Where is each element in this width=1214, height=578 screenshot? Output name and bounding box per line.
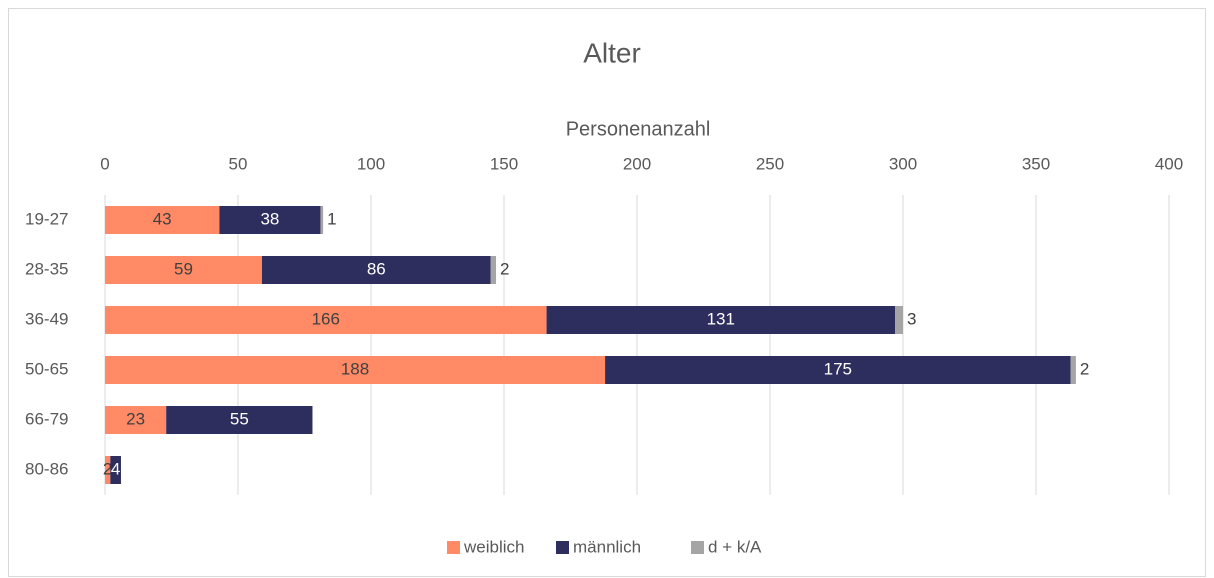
legend-label: weiblich <box>463 537 524 556</box>
bar <box>166 406 313 434</box>
x-tick-label: 0 <box>100 154 109 173</box>
y-tick-label: 80-86 <box>25 459 68 478</box>
bar <box>320 206 324 234</box>
bar <box>110 456 121 484</box>
bar <box>105 256 262 284</box>
data-label: 131 <box>707 309 735 328</box>
bar <box>105 406 167 434</box>
x-axis-title: Personenanzahl <box>566 118 711 140</box>
bar <box>105 306 547 334</box>
x-tick-label: 250 <box>756 154 784 173</box>
x-tick-label: 350 <box>1022 154 1050 173</box>
legend-label: d + k/A <box>708 537 762 556</box>
data-label: 86 <box>367 259 386 278</box>
x-tick-label: 200 <box>623 154 651 173</box>
data-label: 2 <box>500 259 509 278</box>
bar <box>490 256 497 284</box>
bar <box>605 356 1071 384</box>
data-label: 55 <box>230 409 249 428</box>
bar <box>105 206 220 234</box>
bar <box>105 456 111 484</box>
x-tick-label: 150 <box>490 154 518 173</box>
data-label: 59 <box>174 259 193 278</box>
bar <box>219 206 321 234</box>
data-label: 188 <box>341 359 369 378</box>
bar <box>895 306 903 334</box>
data-label: 3 <box>907 309 916 328</box>
y-tick-label: 66-79 <box>25 409 68 428</box>
data-label: 166 <box>312 309 340 328</box>
legend-label: männlich <box>573 537 641 556</box>
data-label: 2 <box>1080 359 1089 378</box>
data-label: 175 <box>824 359 852 378</box>
bar <box>546 306 896 334</box>
x-tick-label: 50 <box>229 154 248 173</box>
chart-frame <box>8 8 1206 577</box>
y-tick-label: 19-27 <box>25 209 68 228</box>
legend-swatch <box>691 541 704 554</box>
y-tick-label: 50-65 <box>25 359 68 378</box>
bar <box>261 256 491 284</box>
data-label: 23 <box>126 409 145 428</box>
legend-swatch <box>447 541 460 554</box>
data-label: 1 <box>327 209 336 228</box>
data-label: 2 <box>103 459 112 478</box>
chart-title: Alter <box>583 37 641 68</box>
data-label: 43 <box>153 209 172 228</box>
y-tick-label: 28-35 <box>25 259 68 278</box>
x-tick-label: 100 <box>357 154 385 173</box>
x-tick-label: 300 <box>889 154 917 173</box>
data-label: 38 <box>260 209 279 228</box>
bar <box>105 356 606 384</box>
bar <box>1070 356 1076 384</box>
y-tick-label: 36-49 <box>25 309 68 328</box>
legend-swatch <box>556 541 569 554</box>
x-tick-label: 400 <box>1155 154 1183 173</box>
data-label: 4 <box>111 459 120 478</box>
